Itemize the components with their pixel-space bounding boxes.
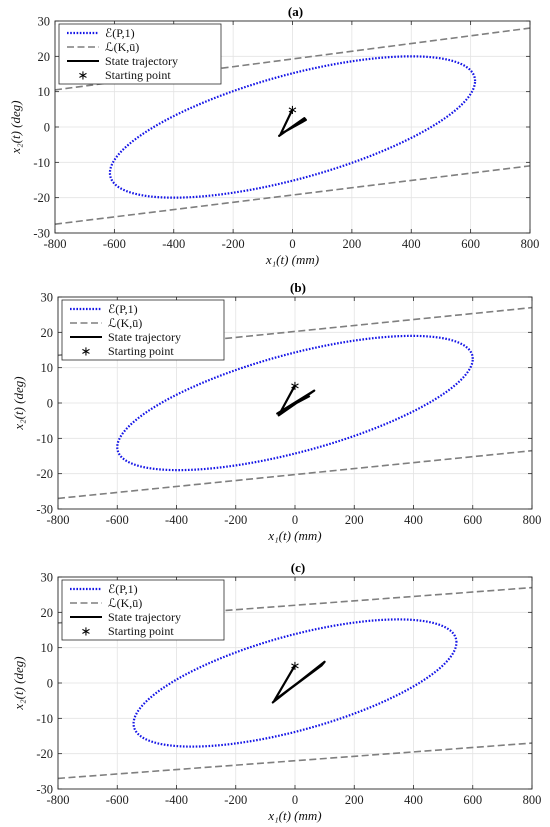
x-tick-label: -400 bbox=[162, 237, 185, 251]
x-tick-label: 800 bbox=[523, 793, 542, 807]
y-tick-label: 0 bbox=[47, 677, 53, 691]
x-tick-label: -200 bbox=[222, 237, 245, 251]
state-trajectory-line bbox=[276, 384, 316, 417]
legend: ℰ(P,1)ℒ(K,ū)State trajectory ∗ Starting po… bbox=[58, 23, 222, 85]
bound-line-2 bbox=[58, 449, 532, 500]
y-tick-label: 20 bbox=[41, 606, 54, 620]
x-tick-label: -600 bbox=[103, 237, 126, 251]
y-tick-label: 10 bbox=[41, 641, 54, 655]
x-tick-label: 400 bbox=[404, 513, 423, 527]
y-tick-label: 30 bbox=[38, 15, 51, 29]
y-tick-label: 0 bbox=[47, 397, 53, 411]
state-trajectory-line bbox=[271, 660, 326, 704]
x-tick-label: 400 bbox=[402, 237, 421, 251]
y-tick-label: 10 bbox=[41, 361, 54, 375]
x-axis-label: x₁(t) (mm) bbox=[265, 252, 319, 267]
chart-title: (b) bbox=[290, 280, 306, 295]
y-tick-label: -10 bbox=[36, 432, 53, 446]
legend-box bbox=[58, 23, 222, 85]
x-tick-label: 0 bbox=[292, 793, 298, 807]
bound-line-2 bbox=[58, 742, 532, 780]
ellipse-curve bbox=[116, 334, 474, 472]
legend-label-2: ℒ(K,ū) bbox=[108, 596, 142, 610]
x-tick-label: -600 bbox=[106, 793, 129, 807]
chart-title: (c) bbox=[291, 560, 305, 575]
x-tick-label: -200 bbox=[224, 793, 247, 807]
chart-title: (a) bbox=[288, 4, 303, 19]
x-tick-label: 800 bbox=[523, 513, 542, 527]
legend-label-2: ℒ(K,ū) bbox=[108, 316, 142, 330]
x-tick-label: 200 bbox=[345, 513, 364, 527]
y-tick-label: -20 bbox=[36, 467, 53, 481]
x-tick-label: 600 bbox=[463, 793, 482, 807]
starting-point-marker: ∗ bbox=[287, 103, 298, 118]
state-trajectory-line bbox=[278, 108, 307, 137]
y-tick-label: -30 bbox=[36, 783, 53, 797]
chart-panel-c: ∗ -800 -600 -400 -200 0 200 400 600 800 -30 -20 -10 0… bbox=[11, 560, 541, 823]
legend: ℰ(P,1)ℒ(K,ū)State trajectory ∗ Starting po… bbox=[61, 299, 225, 361]
starting-point-marker: ∗ bbox=[290, 379, 301, 394]
x-tick-label: 200 bbox=[345, 793, 364, 807]
legend-swatch-star: ∗ bbox=[78, 69, 89, 84]
legend-box bbox=[61, 299, 225, 361]
y-tick-label: 20 bbox=[38, 50, 51, 64]
y-tick-label: -10 bbox=[33, 156, 50, 170]
legend: ℰ(P,1)ℒ(K,ū)State trajectory ∗ Starting po… bbox=[61, 579, 225, 641]
y-tick-label: -30 bbox=[36, 503, 53, 517]
bound-line-2 bbox=[55, 165, 530, 225]
x-tick-label: 0 bbox=[292, 513, 298, 527]
y-tick-label: 20 bbox=[41, 326, 54, 340]
legend-label-4: Starting point bbox=[108, 344, 174, 358]
y-tick-label: -20 bbox=[33, 191, 50, 205]
chart-panel-a: ∗ -800 -600 -400 -200 0 200 400 600 800 -30 -20 -10 0… bbox=[8, 4, 539, 267]
ellipse-curve bbox=[132, 618, 458, 748]
x-tick-label: -600 bbox=[106, 513, 129, 527]
legend-label-4: Starting point bbox=[105, 68, 171, 82]
x-tick-label: 200 bbox=[343, 237, 362, 251]
x-tick-label: 0 bbox=[289, 237, 295, 251]
starting-point-marker: ∗ bbox=[290, 659, 301, 674]
x-tick-label: 600 bbox=[463, 513, 482, 527]
chart-panel-b: ∗ -800 -600 -400 -200 0 200 400 600 800 -30 -20 -10 0… bbox=[11, 280, 541, 543]
x-tick-label: -400 bbox=[165, 793, 188, 807]
x-tick-label: -200 bbox=[224, 513, 247, 527]
y-axis-label: x₂(t) (deg) bbox=[11, 376, 26, 430]
legend-swatch-star: ∗ bbox=[81, 345, 92, 360]
legend-label-1: ℰ(P,1) bbox=[108, 302, 138, 316]
legend-label-4: Starting point bbox=[108, 624, 174, 638]
y-tick-label: 30 bbox=[41, 571, 54, 585]
legend-box bbox=[61, 579, 225, 641]
legend-swatch-star: ∗ bbox=[81, 625, 92, 640]
legend-label-1: ℰ(P,1) bbox=[108, 582, 138, 596]
x-tick-label: -800 bbox=[47, 513, 70, 527]
legend-label-3: State trajectory bbox=[108, 330, 181, 344]
legend-label-3: State trajectory bbox=[108, 610, 181, 624]
y-tick-label: 30 bbox=[41, 291, 54, 305]
x-axis-label: x₁(t) (mm) bbox=[267, 528, 321, 543]
x-tick-label: 800 bbox=[521, 237, 540, 251]
y-tick-label: -20 bbox=[36, 747, 53, 761]
x-tick-label: -800 bbox=[47, 793, 70, 807]
y-tick-label: -10 bbox=[36, 712, 53, 726]
y-tick-label: 10 bbox=[38, 85, 51, 99]
legend-label-3: State trajectory bbox=[105, 54, 178, 68]
x-tick-label: 600 bbox=[461, 237, 480, 251]
y-axis-label: x₂(t) (deg) bbox=[8, 100, 23, 154]
x-tick-label: -800 bbox=[44, 237, 67, 251]
legend-label-2: ℒ(K,ū) bbox=[105, 40, 139, 54]
x-tick-label: 400 bbox=[404, 793, 423, 807]
x-tick-label: -400 bbox=[165, 513, 188, 527]
y-axis-label: x₂(t) (deg) bbox=[11, 656, 26, 710]
x-axis-label: x₁(t) (mm) bbox=[267, 808, 321, 823]
legend-label-1: ℰ(P,1) bbox=[105, 26, 135, 40]
y-tick-label: -30 bbox=[33, 227, 50, 241]
y-tick-label: 0 bbox=[44, 121, 50, 135]
